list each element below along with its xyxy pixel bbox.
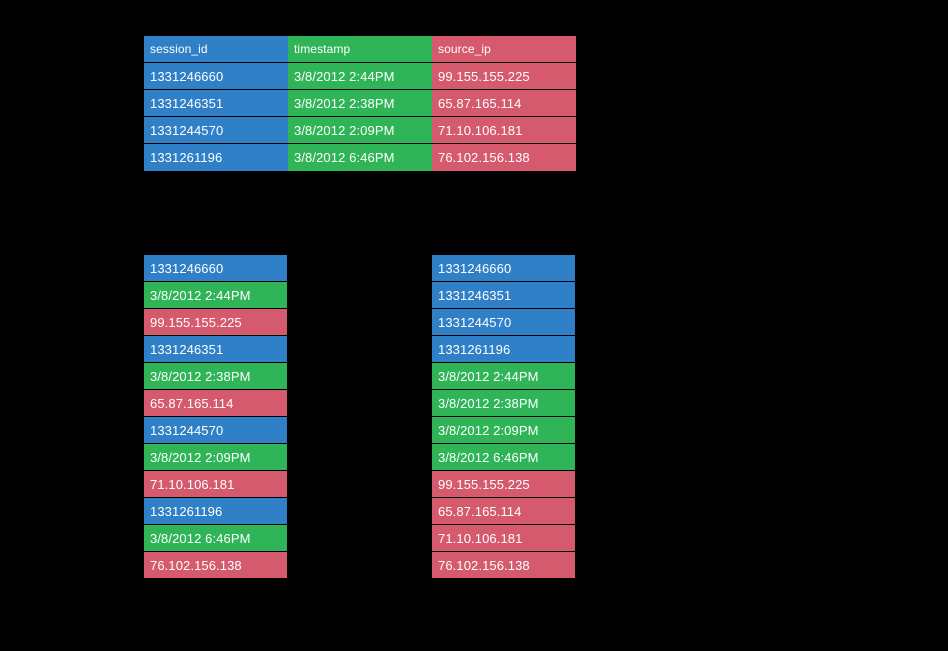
list-item: 1331246351	[144, 336, 287, 362]
list-item: 3/8/2012 2:44PM	[144, 282, 287, 308]
column-store-list: 1331246660 1331246351 1331244570 1331261…	[432, 255, 575, 578]
column-header-source-ip: source_ip	[432, 36, 576, 63]
list-item: 3/8/2012 2:44PM	[432, 363, 575, 389]
list-item: 71.10.106.181	[144, 471, 287, 497]
table-row: 1331261196 3/8/2012 6:46PM 76.102.156.13…	[144, 144, 576, 171]
cell-timestamp: 3/8/2012 2:09PM	[288, 117, 432, 144]
list-item: 99.155.155.225	[432, 471, 575, 497]
cell-session-id: 1331261196	[144, 144, 288, 171]
list-item: 1331246660	[432, 255, 575, 281]
list-item: 3/8/2012 2:09PM	[432, 417, 575, 443]
list-item: 3/8/2012 2:38PM	[144, 363, 287, 389]
list-item: 3/8/2012 2:38PM	[432, 390, 575, 416]
table-row: 1331246351 3/8/2012 2:38PM 65.87.165.114	[144, 90, 576, 117]
table-header-row: session_id timestamp source_ip	[144, 36, 576, 63]
row-store-list: 1331246660 3/8/2012 2:44PM 99.155.155.22…	[144, 255, 287, 578]
cell-session-id: 1331244570	[144, 117, 288, 144]
list-item: 99.155.155.225	[144, 309, 287, 335]
column-header-session-id: session_id	[144, 36, 288, 63]
list-item: 76.102.156.138	[144, 552, 287, 578]
list-item: 1331244570	[144, 417, 287, 443]
list-item: 1331244570	[432, 309, 575, 335]
list-item: 1331246351	[432, 282, 575, 308]
cell-source-ip: 65.87.165.114	[432, 90, 576, 117]
cell-source-ip: 99.155.155.225	[432, 63, 576, 90]
cell-timestamp: 3/8/2012 6:46PM	[288, 144, 432, 171]
list-item: 1331261196	[144, 498, 287, 524]
list-item: 76.102.156.138	[432, 552, 575, 578]
cell-session-id: 1331246660	[144, 63, 288, 90]
table-row: 1331244570 3/8/2012 2:09PM 71.10.106.181	[144, 117, 576, 144]
list-item: 71.10.106.181	[432, 525, 575, 551]
record-table-body: session_id timestamp source_ip 133124666…	[144, 36, 576, 171]
cell-timestamp: 3/8/2012 2:38PM	[288, 90, 432, 117]
list-item: 3/8/2012 2:09PM	[144, 444, 287, 470]
record-table: session_id timestamp source_ip 133124666…	[144, 36, 576, 171]
list-item: 3/8/2012 6:46PM	[144, 525, 287, 551]
cell-session-id: 1331246351	[144, 90, 288, 117]
list-item: 3/8/2012 6:46PM	[432, 444, 575, 470]
list-item: 1331261196	[432, 336, 575, 362]
cell-source-ip: 71.10.106.181	[432, 117, 576, 144]
list-item: 65.87.165.114	[144, 390, 287, 416]
table-row: 1331246660 3/8/2012 2:44PM 99.155.155.22…	[144, 63, 576, 90]
list-item: 65.87.165.114	[432, 498, 575, 524]
cell-timestamp: 3/8/2012 2:44PM	[288, 63, 432, 90]
cell-source-ip: 76.102.156.138	[432, 144, 576, 171]
column-header-timestamp: timestamp	[288, 36, 432, 63]
list-item: 1331246660	[144, 255, 287, 281]
